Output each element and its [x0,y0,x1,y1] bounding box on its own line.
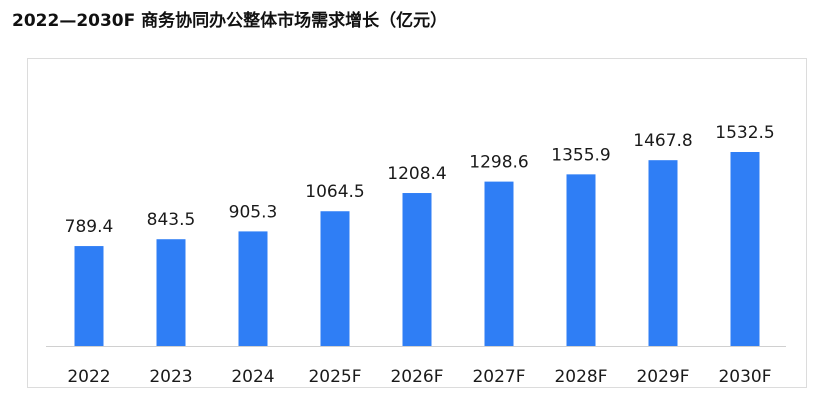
bar-2022 [74,246,104,346]
x-tick-label-2030F: 2030F [718,367,771,387]
value-label-2027F: 1298.6 [469,153,528,173]
value-label-2023: 843.5 [147,210,196,230]
bar-2028F [566,174,596,346]
bar-2029F [648,160,678,346]
x-tick-labels-group: 2022 2023 2024 2025F 2026F 2027F 2028F 2029F 203… [67,367,771,387]
x-tick-label-2028F: 2028F [554,367,607,387]
x-tick-label-2024: 2024 [231,367,274,387]
chart-title: 2022—2030F 商务协同办公整体市场需求增长（亿元） [12,11,448,31]
x-tick-label-2027F: 2027F [472,367,525,387]
value-label-2022: 789.4 [65,217,114,237]
x-tick-label-2022: 2022 [67,367,110,387]
value-label-2025F: 1064.5 [305,182,364,202]
bar-2025F [320,211,350,346]
value-label-2028F: 1355.9 [551,145,610,165]
bar-2027F [484,181,514,346]
x-tick-label-2029F: 2029F [636,367,689,387]
bar-2030F [730,152,760,346]
value-labels-group: 789.4 843.5 905.3 1064.5 1208.4 1298.6 1355.9 1… [65,123,775,237]
bar-2026F [402,193,432,346]
value-label-2026F: 1208.4 [387,164,446,184]
bar-2023 [156,239,186,346]
value-label-2029F: 1467.8 [633,131,692,151]
x-tick-label-2025F: 2025F [308,367,361,387]
bar-2024 [238,231,268,346]
x-tick-label-2026F: 2026F [390,367,443,387]
bars-group [74,152,760,346]
x-tick-label-2023: 2023 [149,367,192,387]
value-label-2030F: 1532.5 [715,123,774,143]
value-label-2024: 905.3 [229,202,278,222]
